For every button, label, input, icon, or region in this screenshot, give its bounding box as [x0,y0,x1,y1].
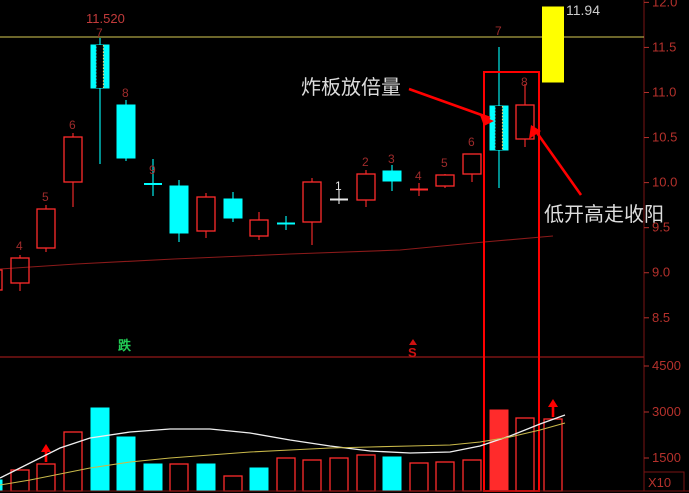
svg-text:1: 1 [335,179,342,193]
svg-text:1500: 1500 [652,450,681,465]
svg-text:8: 8 [122,86,129,100]
svg-text:10.0: 10.0 [652,175,677,190]
svg-text:炸板放倍量: 炸板放倍量 [301,76,401,99]
svg-text:6: 6 [69,118,76,132]
svg-text:S: S [408,345,417,360]
svg-text:11.520: 11.520 [86,11,125,26]
svg-text:9.0: 9.0 [652,265,670,280]
svg-text:5: 5 [42,190,49,204]
svg-text:低开高走收阳: 低开高走收阳 [544,203,664,226]
svg-text:9: 9 [149,163,156,177]
svg-text:7: 7 [495,24,502,38]
svg-text:11.94: 11.94 [566,2,600,18]
svg-text:11.5: 11.5 [652,39,676,54]
svg-text:4500: 4500 [652,358,681,373]
svg-text:X10: X10 [648,475,671,490]
svg-text:4: 4 [415,169,422,183]
svg-text:3000: 3000 [652,404,681,419]
svg-text:12.0: 12.0 [652,0,677,9]
svg-text:6: 6 [468,135,475,149]
svg-text:跌: 跌 [118,338,132,353]
svg-text:7: 7 [96,26,103,40]
svg-text:8.5: 8.5 [652,310,670,325]
svg-text:8: 8 [521,75,528,89]
svg-text:5: 5 [441,156,448,170]
svg-text:4: 4 [16,239,23,253]
svg-text:3: 3 [388,152,395,166]
svg-text:10.5: 10.5 [652,130,677,145]
svg-text:2: 2 [362,155,369,169]
svg-text:11.0: 11.0 [652,84,676,99]
